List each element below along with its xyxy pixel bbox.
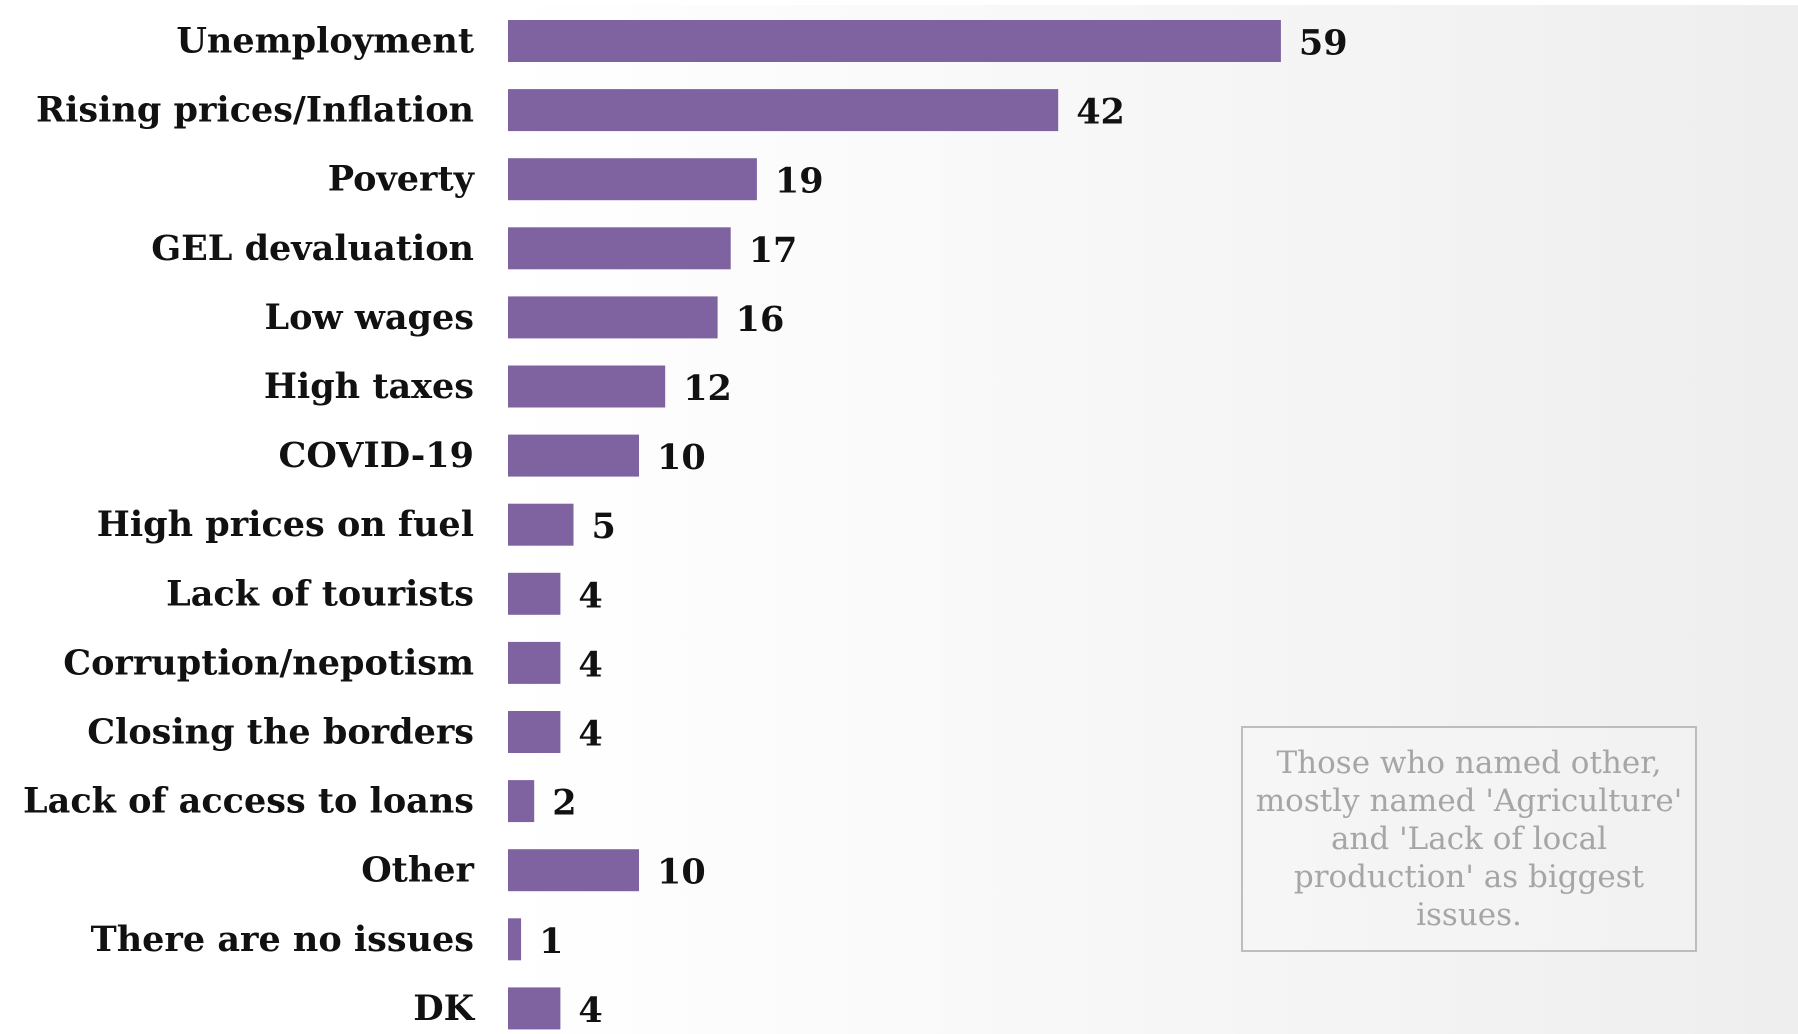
category-label: Lack of access to loans — [23, 781, 474, 822]
bar — [508, 780, 535, 823]
value-label: 10 — [657, 852, 706, 893]
category-label: High prices on fuel — [97, 504, 474, 545]
value-label: 1 — [539, 921, 563, 962]
bar — [508, 503, 574, 546]
category-label: Low wages — [264, 297, 474, 338]
bar — [508, 89, 1059, 132]
annotation-box: Those who named other, mostly named 'Agr… — [1241, 726, 1697, 952]
bar — [508, 641, 561, 684]
value-label: 4 — [578, 644, 602, 685]
value-label: 17 — [749, 230, 798, 271]
category-label: High taxes — [264, 366, 474, 407]
bar — [508, 227, 731, 270]
category-label: There are no issues — [91, 919, 474, 960]
value-label: 19 — [775, 161, 824, 202]
value-label: 2 — [552, 783, 576, 824]
bar — [508, 572, 561, 615]
bar — [508, 987, 561, 1030]
value-label: 4 — [578, 714, 602, 755]
category-label: COVID-19 — [279, 435, 475, 476]
value-label: 10 — [657, 437, 706, 478]
value-label: 16 — [736, 299, 785, 340]
bar — [508, 918, 522, 961]
bar — [508, 158, 757, 201]
bar — [508, 365, 666, 408]
category-label: Unemployment — [176, 21, 474, 62]
category-label: DK — [413, 988, 475, 1029]
bar — [508, 20, 1281, 62]
bar — [508, 711, 561, 753]
value-label: 4 — [578, 990, 602, 1031]
value-label: 42 — [1076, 92, 1125, 133]
value-label: 59 — [1299, 23, 1348, 64]
bar — [508, 434, 639, 477]
category-label: Corruption/nepotism — [63, 642, 474, 683]
value-label: 4 — [578, 575, 602, 616]
category-label: Closing the borders — [87, 712, 474, 753]
bars — [508, 20, 1281, 1030]
bar — [508, 849, 639, 892]
category-label: Lack of tourists — [166, 573, 474, 614]
annotation-text: Those who named other, mostly named 'Agr… — [1255, 745, 1683, 933]
category-label: Other — [361, 850, 474, 891]
category-label: Poverty — [328, 159, 476, 200]
category-label: GEL devaluation — [151, 228, 474, 269]
category-labels: Unemployment Rising prices/Inflation Pover… — [23, 21, 476, 1029]
bar — [508, 296, 718, 339]
value-label: 12 — [683, 368, 732, 409]
value-label: 5 — [592, 506, 616, 547]
category-label: Rising prices/Inflation — [36, 90, 474, 131]
